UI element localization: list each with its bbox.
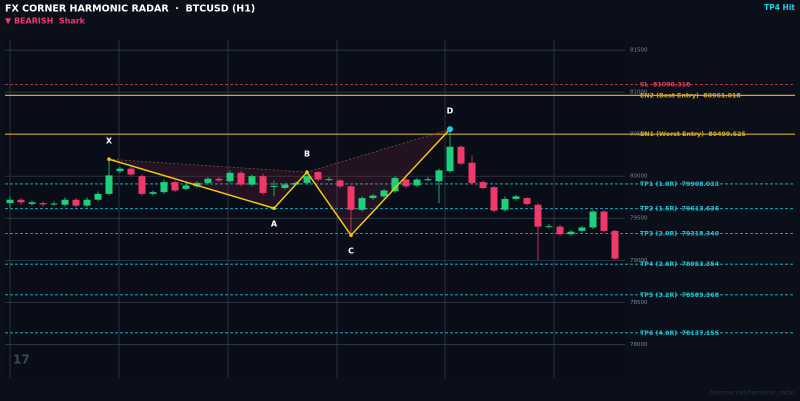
candle-body (534, 204, 542, 227)
candle-body (28, 202, 36, 204)
candle-body (391, 177, 399, 192)
candle-body (204, 178, 212, 183)
candle-body (336, 180, 344, 187)
candle-body (116, 168, 124, 172)
candle-body (17, 199, 25, 203)
candle-body (490, 187, 498, 211)
candle-body (171, 182, 179, 191)
level-label: TP5 (3.2R) 78589.368 (640, 292, 719, 299)
candle-body (39, 203, 47, 205)
pattern-area (307, 129, 450, 236)
candle-body (369, 195, 377, 199)
pattern-label: X (106, 137, 113, 146)
candle-body (215, 178, 223, 181)
pattern-label: A (271, 220, 278, 229)
candle-body (325, 179, 333, 181)
pattern-point (107, 157, 111, 162)
candle-body (259, 176, 267, 194)
y-tick-label: 79000 (630, 258, 648, 264)
candle-body (182, 185, 190, 189)
pattern-label: C (348, 247, 354, 256)
pattern-diagonal (306, 128, 451, 173)
candle-body (237, 172, 245, 185)
level-label: TP2 (1.5R) 79613.636 (640, 206, 720, 213)
candle-body (402, 179, 410, 187)
candle-body (578, 227, 586, 231)
y-tick-label: 78500 (630, 300, 648, 306)
candle-body (83, 199, 91, 206)
y-tick-label: 79500 (630, 216, 648, 222)
candle-body (138, 176, 146, 194)
candle-body (545, 226, 553, 228)
chart-title: FX CORNER HARMONIC RADAR · BTCUSD (H1) (5, 4, 255, 15)
candle-body (567, 231, 575, 235)
candle-body (380, 190, 388, 197)
candle-body (424, 179, 432, 181)
candle-body (512, 196, 520, 199)
candle-body (589, 211, 597, 228)
pattern-point (272, 206, 276, 211)
candle-body (457, 146, 465, 164)
level-label: EN2 (Best Entry) 80961.018 (640, 92, 741, 99)
candle-body (314, 172, 322, 180)
y-tick-label: 80000 (630, 174, 648, 180)
candle-body (611, 230, 619, 259)
candle-body (94, 193, 102, 200)
candle-body (413, 179, 421, 186)
pattern-point (349, 233, 353, 238)
status: TP4 Hit (764, 3, 795, 12)
level-label: TP4 (2.6R) 78953.354 (640, 261, 720, 268)
watermark: 17 (13, 353, 30, 367)
footer: fxcorner.net/harmonic_radar (710, 390, 796, 397)
candle-body (358, 198, 366, 210)
candle-body (600, 211, 608, 231)
pattern-point (305, 170, 309, 174)
candle-body (556, 226, 564, 235)
candle-body (435, 170, 443, 182)
level-label: EN1 (Worst Entry) 80499.525 (640, 131, 746, 138)
level-label: TP6 (4.0R) 78137.155 (640, 330, 719, 337)
candle-body (446, 146, 454, 172)
candle-body (6, 199, 14, 204)
candle-body (61, 199, 69, 205)
pattern-point (447, 126, 453, 133)
pattern-label: B (304, 150, 310, 159)
candle-body (468, 162, 476, 183)
chart-subtitle: ▼ BEARISH Shark (5, 17, 86, 26)
pattern-diagonal (108, 158, 308, 173)
candle-body (347, 186, 355, 210)
candle-body (479, 182, 487, 188)
y-tick-label: 81000 (630, 90, 648, 96)
level-label: TP3 (2.0R) 79318.340 (640, 231, 720, 238)
candle-body (248, 176, 256, 185)
candle-body (303, 176, 311, 183)
candle-body (127, 168, 135, 175)
candle-body (72, 199, 80, 206)
candle-body (149, 192, 157, 194)
candle-body (160, 182, 168, 193)
level-label: SL 81090.318 (640, 82, 690, 89)
candle-body (281, 184, 289, 188)
level-label: TP1 (1.0R) 79908.033 (640, 181, 719, 188)
candle-body (226, 172, 234, 182)
candle-body (270, 185, 278, 187)
candle-body (523, 198, 531, 204)
y-tick-label: 78000 (630, 342, 648, 348)
y-tick-label: 81500 (630, 48, 648, 54)
candle-body (105, 175, 113, 194)
candle-body (50, 203, 58, 205)
candle-body (501, 198, 509, 210)
pattern-label: D (447, 107, 454, 116)
